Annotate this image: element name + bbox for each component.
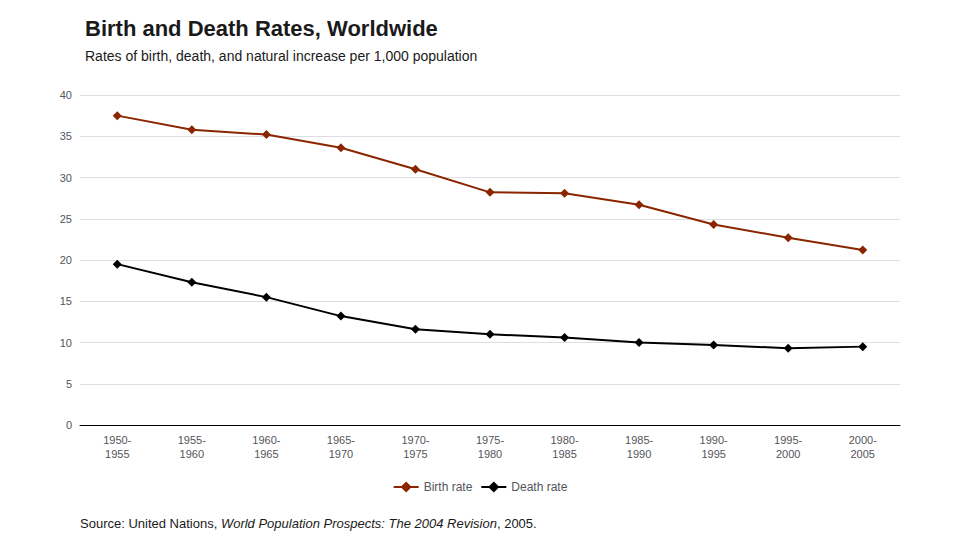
svg-text:Rates of birth, death, and nat: Rates of birth, death, and natural incre… [85, 48, 477, 64]
svg-text:Death rate: Death rate [511, 480, 567, 494]
svg-text:1955-: 1955- [178, 434, 206, 446]
svg-text:Source: United Nations,: Source: United Nations, [80, 516, 221, 531]
svg-text:20: 20 [60, 254, 72, 266]
svg-text:1995: 1995 [701, 448, 725, 460]
svg-text:40: 40 [60, 89, 72, 101]
svg-text:1960-: 1960- [252, 434, 280, 446]
svg-text:Birth rate: Birth rate [424, 480, 473, 494]
svg-text:1975: 1975 [403, 448, 427, 460]
svg-text:1990-: 1990- [700, 434, 728, 446]
svg-text:25: 25 [60, 213, 72, 225]
svg-text:10: 10 [60, 337, 72, 349]
svg-text:1985-: 1985- [625, 434, 653, 446]
svg-text:1960: 1960 [180, 448, 204, 460]
svg-text:1970-: 1970- [401, 434, 429, 446]
svg-text:0: 0 [66, 419, 72, 431]
svg-text:2000: 2000 [776, 448, 800, 460]
svg-text:1975-: 1975- [476, 434, 504, 446]
svg-text:1970: 1970 [329, 448, 353, 460]
svg-text:15: 15 [60, 295, 72, 307]
svg-text:1965: 1965 [254, 448, 278, 460]
svg-text:World Population Prospects: Th: World Population Prospects: The 2004 Rev… [221, 516, 497, 531]
svg-text:1980: 1980 [478, 448, 502, 460]
svg-text:1980-: 1980- [550, 434, 578, 446]
svg-text:1955: 1955 [105, 448, 129, 460]
svg-text:1995-: 1995- [774, 434, 802, 446]
svg-text:5: 5 [66, 378, 72, 390]
svg-text:2000-: 2000- [849, 434, 877, 446]
svg-text:, 2005.: , 2005. [497, 516, 537, 531]
svg-text:1950-: 1950- [103, 434, 131, 446]
svg-text:Birth and Death Rates, Worldwi: Birth and Death Rates, Worldwide [85, 16, 438, 41]
svg-text:1985: 1985 [552, 448, 576, 460]
svg-text:30: 30 [60, 172, 72, 184]
svg-text:1965-: 1965- [327, 434, 355, 446]
svg-text:35: 35 [60, 130, 72, 142]
svg-text:2005: 2005 [850, 448, 874, 460]
svg-text:1990: 1990 [627, 448, 651, 460]
